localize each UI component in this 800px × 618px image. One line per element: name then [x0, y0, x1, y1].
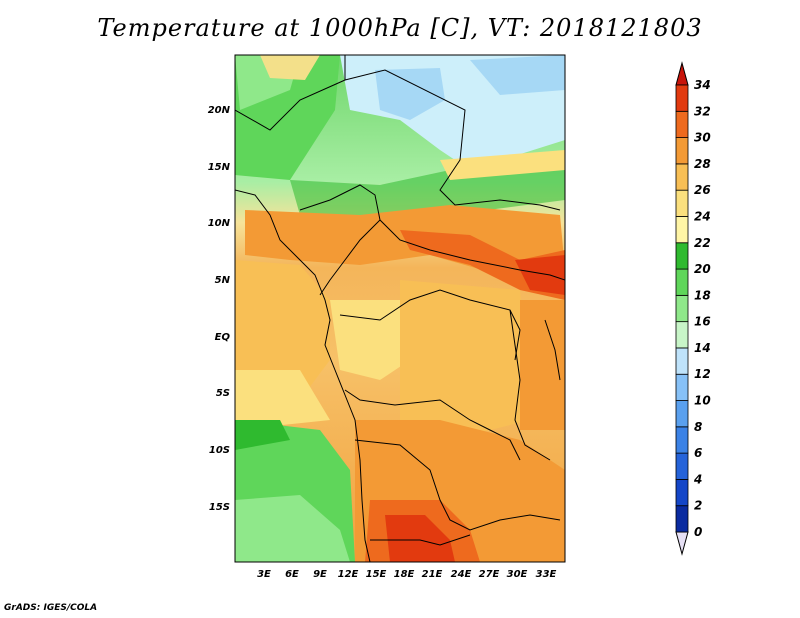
colorbar-swatch	[675, 110, 689, 138]
colorbar-label: 18	[694, 288, 711, 302]
colorbar-label: 34	[694, 78, 711, 92]
lat-label: 20N	[208, 105, 231, 116]
colorbar-label: 12	[694, 367, 711, 381]
temperature-field	[235, 55, 565, 562]
lon-label: 30E	[507, 569, 528, 580]
colorbar-label: 30	[694, 131, 711, 145]
colorbar-swatch	[675, 426, 689, 454]
lat-label: EQ	[215, 332, 231, 343]
lon-label: 21E	[422, 569, 443, 580]
colorbar-swatch	[675, 137, 689, 165]
lon-label: 3E	[257, 569, 271, 580]
map-title: Temperature at 1000hPa [C], VT: 20181218…	[97, 14, 703, 42]
lon-label: 24E	[451, 569, 472, 580]
map-frame	[234, 54, 566, 563]
colorbar-swatch	[675, 216, 689, 244]
colorbar-swatch	[675, 268, 689, 296]
colorbar-swatch	[675, 84, 689, 112]
colorbar-label: 28	[694, 157, 711, 171]
colorbar-under-arrow	[675, 531, 689, 556]
colorbar-swatch	[675, 321, 689, 349]
colorbar-swatch	[675, 373, 689, 401]
lon-label: 33E	[536, 569, 557, 580]
lat-label: 5N	[215, 275, 231, 286]
colorbar-swatch	[675, 505, 689, 533]
lat-label: 10S	[209, 445, 230, 456]
colorbar-label: 8	[694, 420, 702, 434]
colorbar-label: 24	[694, 209, 711, 223]
colorbar-label: 16	[694, 315, 711, 329]
colorbar-label: 20	[694, 262, 711, 276]
colorbar-label: 4	[693, 472, 702, 486]
lon-label: 15E	[366, 569, 387, 580]
lat-label: 10N	[208, 218, 231, 229]
colorbar-label: 2	[694, 499, 702, 513]
colorbar-swatch	[675, 479, 689, 507]
lon-label: 12E	[338, 569, 359, 580]
lon-label: 27E	[479, 569, 500, 580]
colorbar-swatch	[675, 242, 689, 270]
colorbar-label: 10	[694, 394, 711, 408]
country-borders	[235, 55, 565, 562]
credit-text: GrADS: IGES/COLA	[4, 603, 98, 613]
colorbar-swatch	[675, 452, 689, 480]
longitude-labels: 3E 6E 9E 12E 15E 18E 21E 24E 27E 30E 33E	[257, 569, 556, 580]
lon-label: 6E	[285, 569, 299, 580]
colorbar-label: 22	[694, 236, 711, 250]
colorbar-swatch	[675, 347, 689, 375]
colorbar-swatch	[675, 189, 689, 217]
lat-label: 15S	[209, 502, 230, 513]
colorbar-swatch	[675, 400, 689, 428]
lat-label: 5S	[216, 388, 230, 399]
colorbar-label: 26	[694, 183, 711, 197]
lat-label: 15N	[208, 162, 231, 173]
lon-label: 18E	[394, 569, 415, 580]
latitude-labels: 20N 15N 10N 5N EQ 5S 10S 15S	[208, 105, 231, 513]
lon-label: 9E	[313, 569, 327, 580]
colorbar-label: 14	[694, 341, 711, 355]
colorbar-swatch	[675, 163, 689, 191]
colorbar-label: 6	[694, 446, 702, 460]
colorbar-swatch	[675, 294, 689, 323]
colorbar-over-arrow	[675, 61, 689, 86]
colorbar-label: 0	[694, 525, 702, 539]
colorbar-label: 32	[694, 104, 711, 118]
